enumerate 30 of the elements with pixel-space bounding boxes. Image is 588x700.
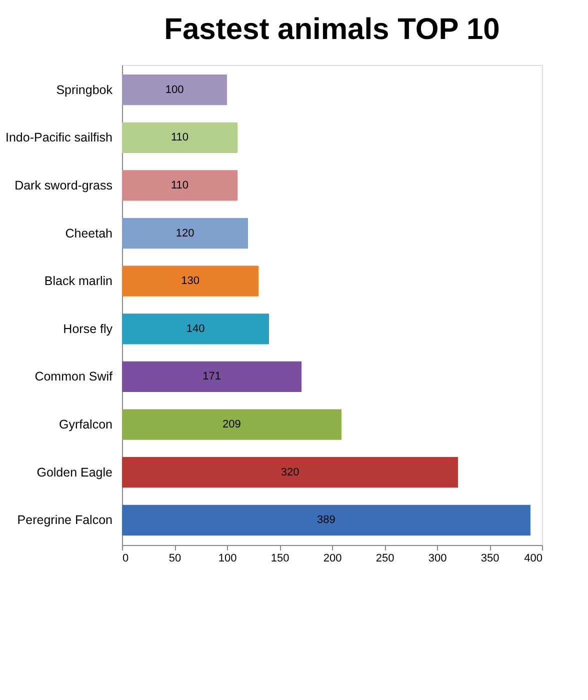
data-label: 140 [186, 322, 205, 335]
data-label: 320 [280, 466, 300, 478]
x-tick-label: 200 [323, 552, 342, 564]
y-tick-label: Gyrfalcon [59, 418, 113, 432]
data-label: 100 [165, 84, 184, 96]
y-tick-label: Common Swif [34, 370, 114, 384]
data-label: 130 [181, 275, 200, 288]
y-tick-label: Peregrine Falcon [17, 513, 113, 528]
data-label: 110 [170, 132, 189, 144]
data-label: 110 [170, 179, 189, 192]
x-tick-label: 350 [480, 552, 500, 564]
y-tick-label: Indo-Pacific sailfish [6, 130, 113, 145]
x-tick-label: 400 [524, 552, 542, 564]
data-label: 171 [202, 370, 221, 383]
x-tick-label: 300 [428, 552, 447, 564]
x-tick-label: 150 [270, 552, 290, 564]
x-tick-label: 50 [168, 552, 182, 564]
y-tick-label: Springbok [56, 82, 114, 97]
chart-title: Fastest animals TOP 10 [164, 13, 500, 46]
y-tick-label: Horse fly [63, 322, 114, 336]
x-tick-label: 100 [218, 552, 237, 564]
x-tick-label: 0 [122, 552, 129, 564]
y-tick-label: Cheetah [65, 226, 113, 240]
x-tick-label: 250 [376, 552, 394, 564]
y-tick-label: Golden Eagle [36, 465, 113, 480]
y-tick-label: Dark sword-grass [14, 178, 112, 192]
y-tick-label: Black marlin [44, 274, 113, 288]
data-label: 209 [222, 418, 241, 431]
data-label: 120 [176, 227, 194, 240]
data-label: 389 [317, 514, 336, 526]
